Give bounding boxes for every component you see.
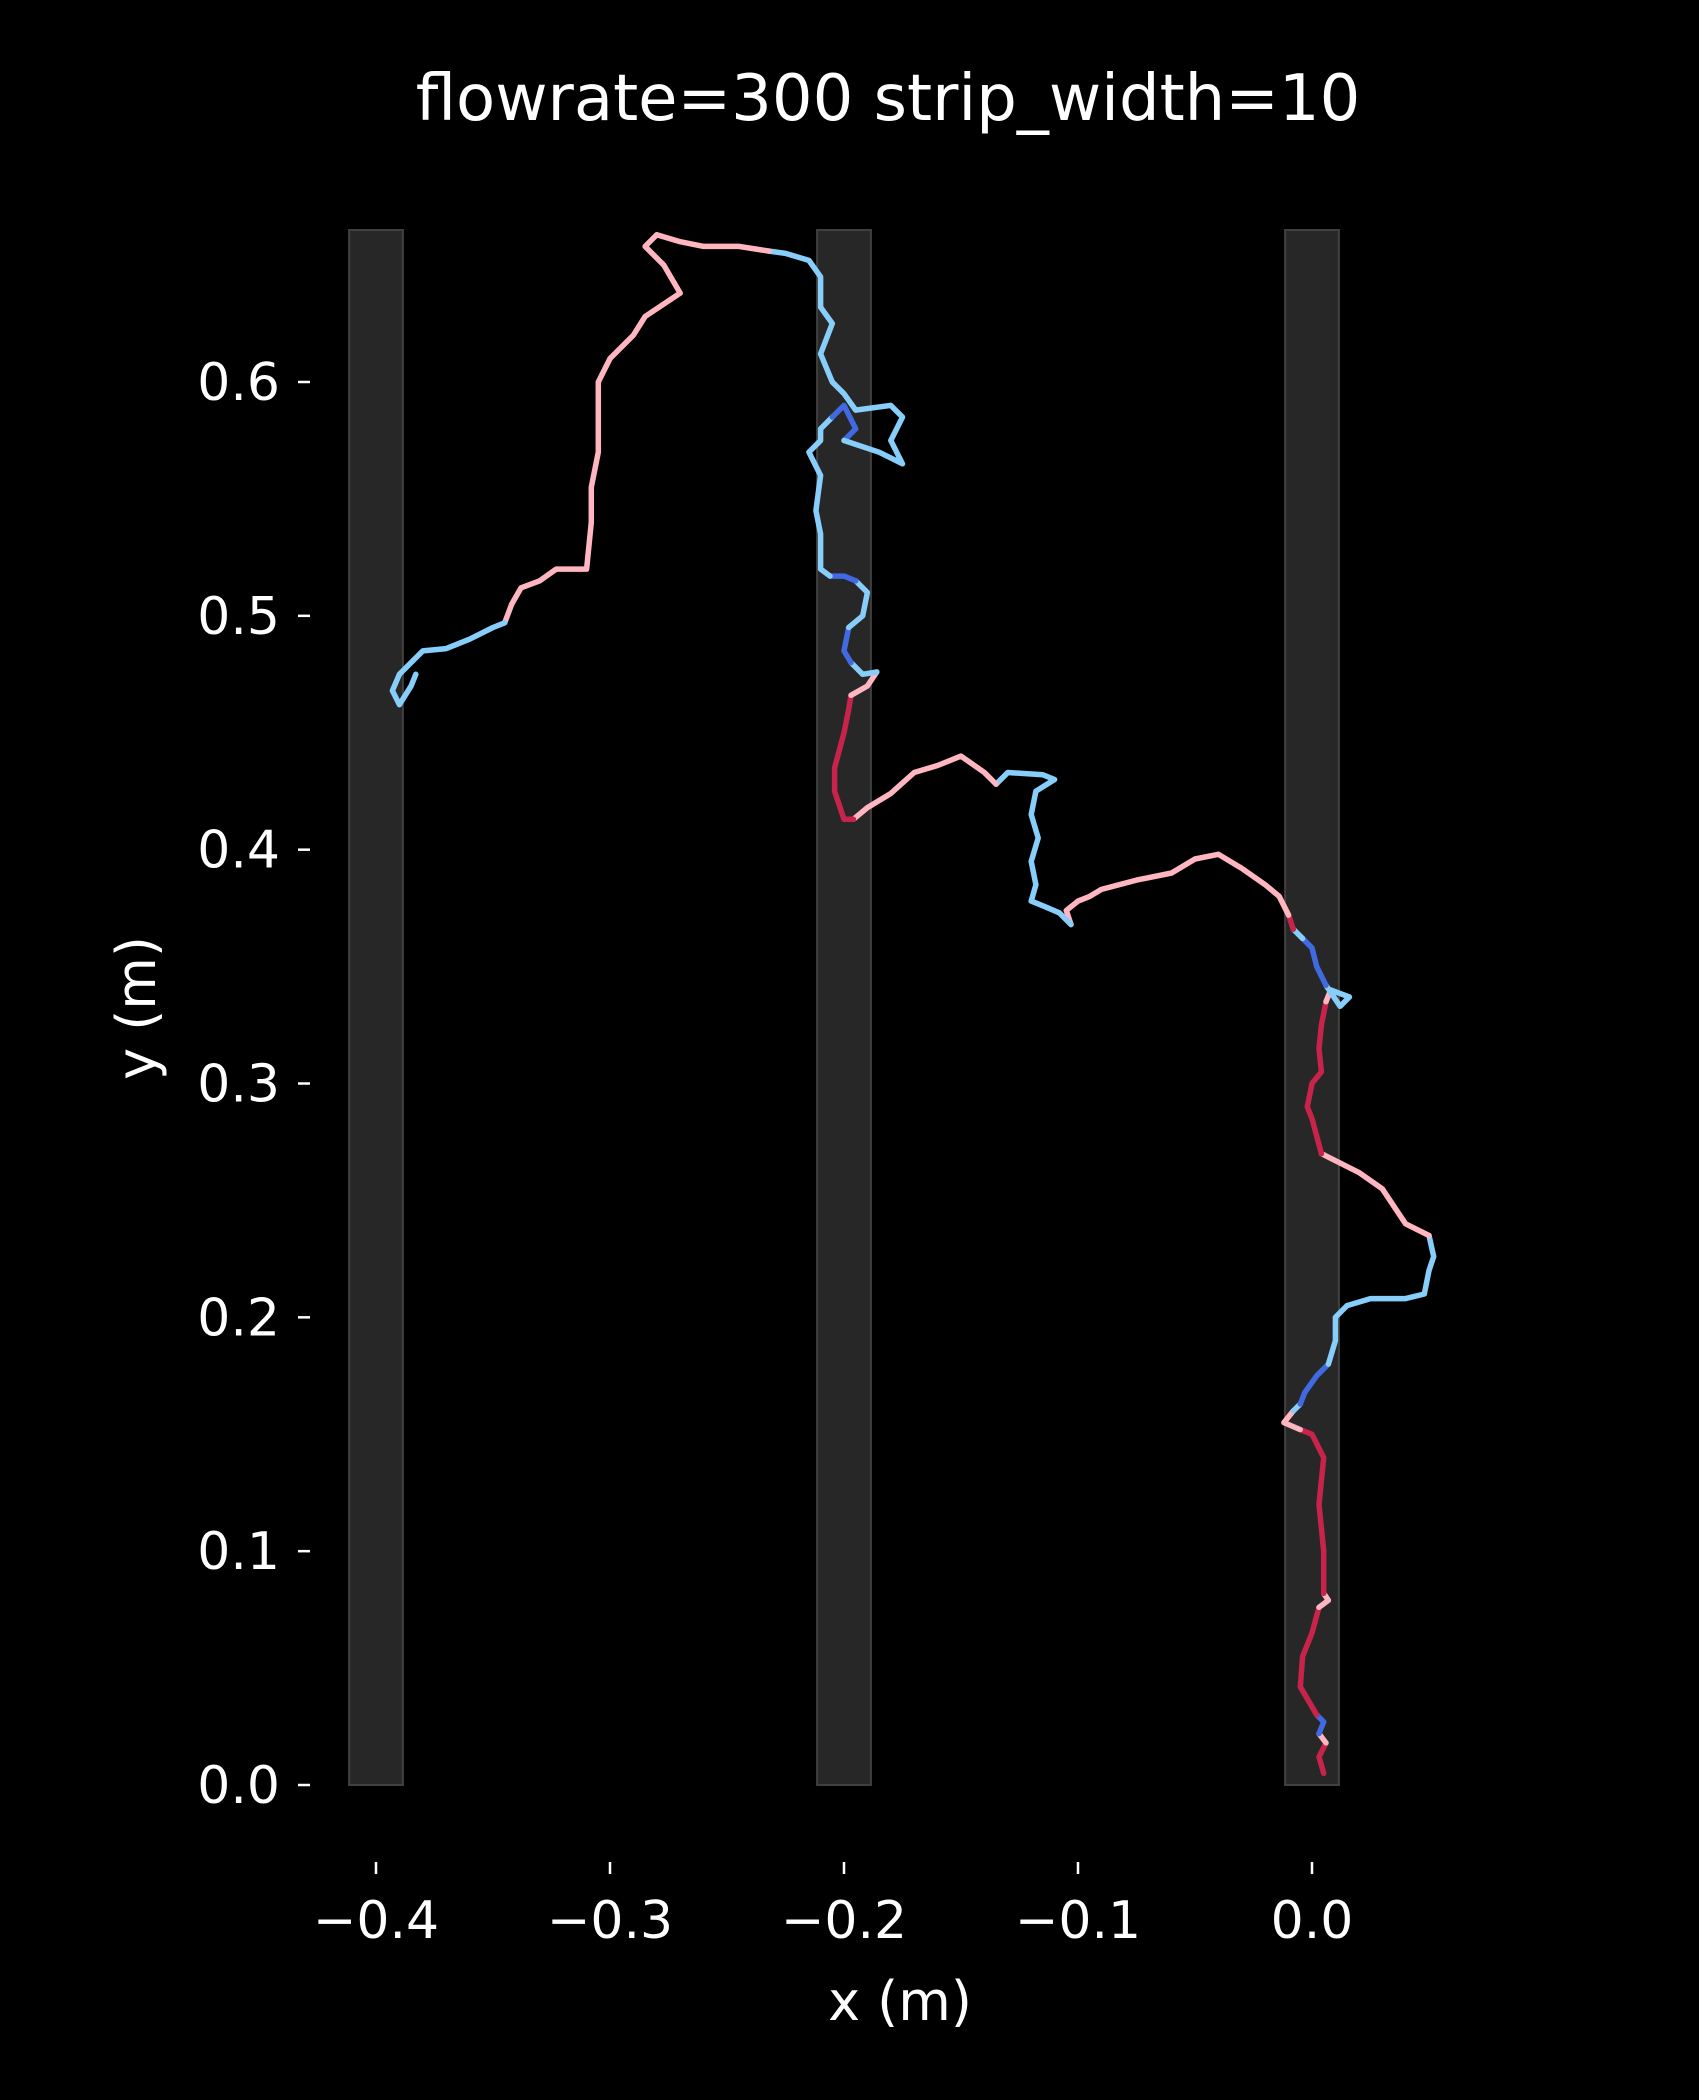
- x-tick-label: −0.4: [313, 1891, 439, 1951]
- y-axis: 0.0 0.1 0.2 0.3 0.4 0.5 0.6: [197, 353, 310, 1816]
- track-segment-30: [389, 620, 508, 708]
- track-segment-4: [1316, 1590, 1332, 1611]
- odor-strips: [348, 229, 1340, 1787]
- x-tick-label: −0.3: [547, 1891, 673, 1951]
- y-tick-label: 0.0: [197, 1756, 280, 1816]
- y-tick-label: 0.3: [197, 1055, 280, 1115]
- x-axis-label: x (m): [828, 1970, 972, 2033]
- track-segment-9: [1325, 1232, 1437, 1367]
- track-segment-2: [1313, 1712, 1327, 1737]
- track-segment-17: [1063, 851, 1292, 928]
- y-tick-label: 0.6: [197, 353, 280, 413]
- y-tick-label: 0.5: [197, 587, 280, 647]
- track-segment-0: [1316, 1740, 1329, 1777]
- track-segment-5: [1297, 1426, 1327, 1597]
- track-segment-29: [501, 231, 772, 626]
- x-tick-label: 0.0: [1271, 1891, 1354, 1951]
- y-tick-label: 0.2: [197, 1288, 280, 1348]
- track-segment-8: [1297, 1361, 1332, 1407]
- track-segment-6: [1281, 1408, 1304, 1433]
- x-tick-label: −0.1: [1015, 1891, 1141, 1951]
- track-segment-3: [1297, 1604, 1322, 1718]
- track-segment-21: [848, 669, 880, 699]
- track-segment-26: [806, 414, 836, 579]
- track-segment-14: [1299, 935, 1329, 989]
- y-tick-label: 0.4: [197, 821, 280, 881]
- track-segment-27: [829, 402, 859, 444]
- track-segment-20: [831, 692, 857, 823]
- y-axis-label: y (m): [105, 936, 168, 1080]
- track-segment-19: [850, 753, 999, 823]
- odor-strip-2: [1284, 229, 1340, 1787]
- track-segment-23: [841, 624, 854, 666]
- track-segment-25: [827, 573, 859, 584]
- x-tick-label: −0.2: [781, 1891, 907, 1951]
- track-segment-28: [766, 248, 906, 467]
- odor-strip-1: [816, 229, 872, 1787]
- track-segment-11: [1304, 998, 1329, 1157]
- x-axis: −0.4 −0.3 −0.2 −0.1 0.0: [313, 1862, 1353, 1951]
- track-segment-18: [993, 769, 1074, 928]
- track-segment-13: [1323, 982, 1353, 1010]
- track-segment-22: [848, 659, 880, 678]
- track-segment-10: [1318, 1150, 1432, 1239]
- odor-strip-0: [348, 229, 404, 1787]
- y-tick-label: 0.1: [197, 1522, 280, 1582]
- flight-track: [389, 231, 1437, 1777]
- track-segment-24: [845, 578, 871, 631]
- chart-title: flowrate=300 strip_width=10: [416, 62, 1361, 136]
